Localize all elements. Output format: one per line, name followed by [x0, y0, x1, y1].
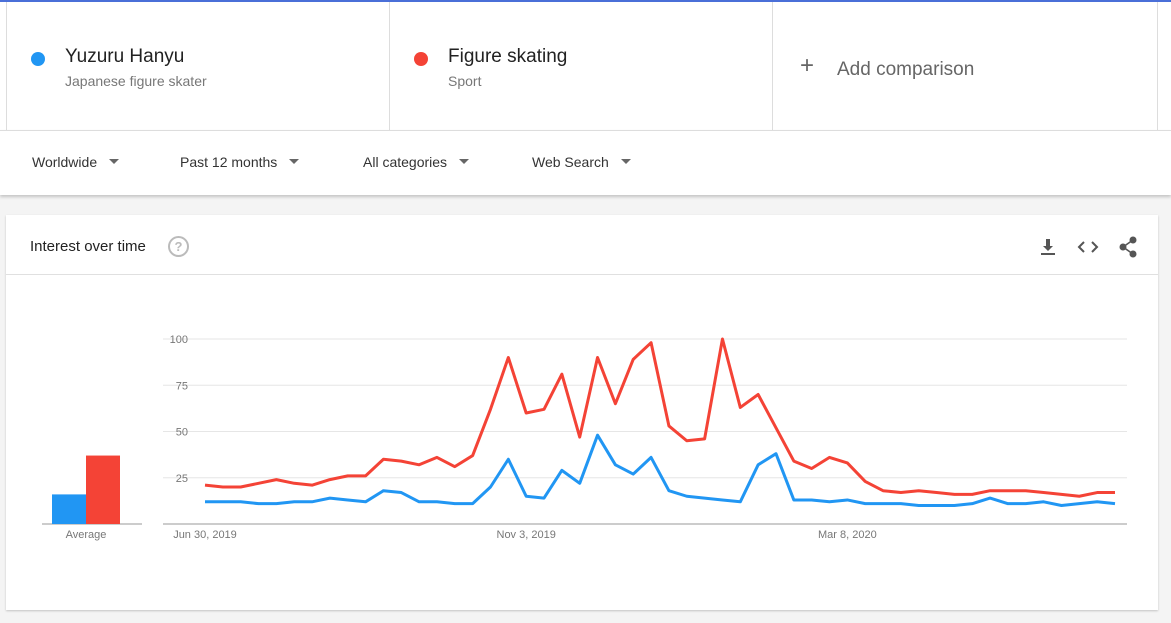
x-tick-label: Average — [66, 529, 107, 541]
term-dot — [414, 52, 428, 66]
term-subtitle: Japanese figure skater — [65, 73, 207, 89]
filter[interactable]: Web Search — [532, 154, 631, 170]
term-name: Figure skating — [448, 46, 568, 67]
x-tick-label: Mar 8, 2020 — [818, 529, 877, 541]
card-title: Interest over time — [30, 238, 146, 255]
filter-bar: Worldwide Past 12 months All categories … — [0, 130, 1171, 195]
trend-line — [204, 337, 1115, 498]
average-bar — [52, 494, 86, 524]
chart-card: Interest over time ? — [6, 215, 1158, 610]
share-icon[interactable] — [1119, 236, 1137, 258]
card-actions — [1041, 236, 1137, 258]
plus-icon: + — [800, 52, 815, 79]
download-icon[interactable] — [1041, 239, 1055, 255]
term-name: Yuzuru Hanyu — [65, 46, 185, 67]
term-box[interactable]: Yuzuru Hanyu Japanese figure skater — [6, 2, 390, 130]
term-box[interactable]: Figure skating Sport — [390, 2, 773, 130]
term-dot — [31, 52, 45, 66]
filter[interactable]: Worldwide — [32, 154, 119, 170]
add-comparison[interactable]: + Add comparison — [773, 2, 1158, 130]
y-tick-label: 75 — [176, 380, 188, 392]
add-comparison-label: Add comparison — [837, 59, 975, 80]
y-tick-label: 50 — [176, 427, 188, 439]
y-tick-label: 25 — [176, 473, 188, 485]
y-tick-label: 100 — [170, 334, 188, 346]
term-subtitle: Sport — [448, 73, 482, 89]
x-tick-label: Jun 30, 2019 — [173, 529, 237, 541]
x-tick-label: Nov 3, 2019 — [497, 529, 556, 541]
filter[interactable]: All categories — [363, 154, 469, 170]
comparison-bar: Yuzuru Hanyu Japanese figure skater Figu… — [0, 0, 1171, 130]
help-icon[interactable]: ? — [168, 236, 189, 257]
filter[interactable]: Past 12 months — [180, 154, 299, 170]
card-divider — [6, 274, 1158, 275]
average-bar — [86, 455, 120, 524]
embed-icon[interactable] — [1077, 241, 1099, 253]
trend-line — [205, 433, 1116, 507]
